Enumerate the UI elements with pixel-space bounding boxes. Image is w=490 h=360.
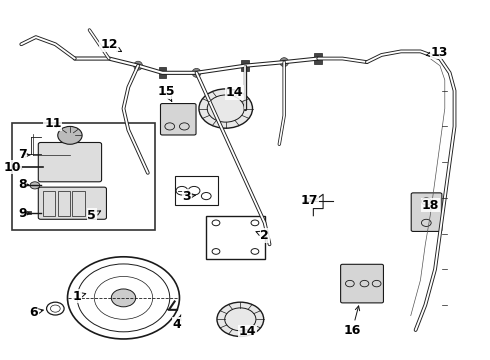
Text: 6: 6	[29, 306, 43, 319]
Circle shape	[58, 126, 82, 144]
Bar	[73, 192, 85, 216]
Circle shape	[217, 302, 264, 337]
Bar	[12, 123, 155, 230]
Ellipse shape	[134, 61, 143, 70]
Text: 7: 7	[18, 148, 30, 162]
Bar	[174, 176, 219, 205]
Text: 5: 5	[88, 209, 100, 222]
Bar	[21, 211, 31, 214]
Bar	[58, 192, 70, 216]
Text: 18: 18	[421, 198, 439, 212]
Text: 8: 8	[18, 178, 28, 191]
Text: 13: 13	[426, 46, 448, 59]
FancyBboxPatch shape	[38, 143, 101, 182]
Circle shape	[111, 289, 136, 307]
Bar	[159, 67, 166, 78]
Text: 2: 2	[256, 229, 269, 242]
Text: 1: 1	[73, 289, 86, 303]
Text: 16: 16	[343, 306, 361, 337]
Bar	[314, 53, 322, 64]
Circle shape	[199, 89, 252, 128]
Text: 15: 15	[158, 85, 175, 102]
Ellipse shape	[280, 58, 289, 67]
Ellipse shape	[192, 68, 201, 77]
Text: 14: 14	[239, 325, 256, 338]
Text: 17: 17	[301, 194, 318, 207]
Text: 4: 4	[172, 315, 181, 331]
FancyBboxPatch shape	[38, 187, 106, 219]
Circle shape	[30, 182, 40, 189]
Text: 14: 14	[226, 86, 243, 99]
Bar	[241, 60, 249, 71]
FancyBboxPatch shape	[161, 104, 196, 135]
FancyBboxPatch shape	[341, 264, 384, 303]
Text: 10: 10	[4, 161, 21, 174]
Bar	[43, 192, 55, 216]
Text: 3: 3	[182, 190, 196, 203]
FancyBboxPatch shape	[411, 193, 442, 231]
Text: 12: 12	[100, 38, 122, 51]
Text: 11: 11	[44, 117, 62, 130]
Text: 9: 9	[18, 207, 30, 220]
